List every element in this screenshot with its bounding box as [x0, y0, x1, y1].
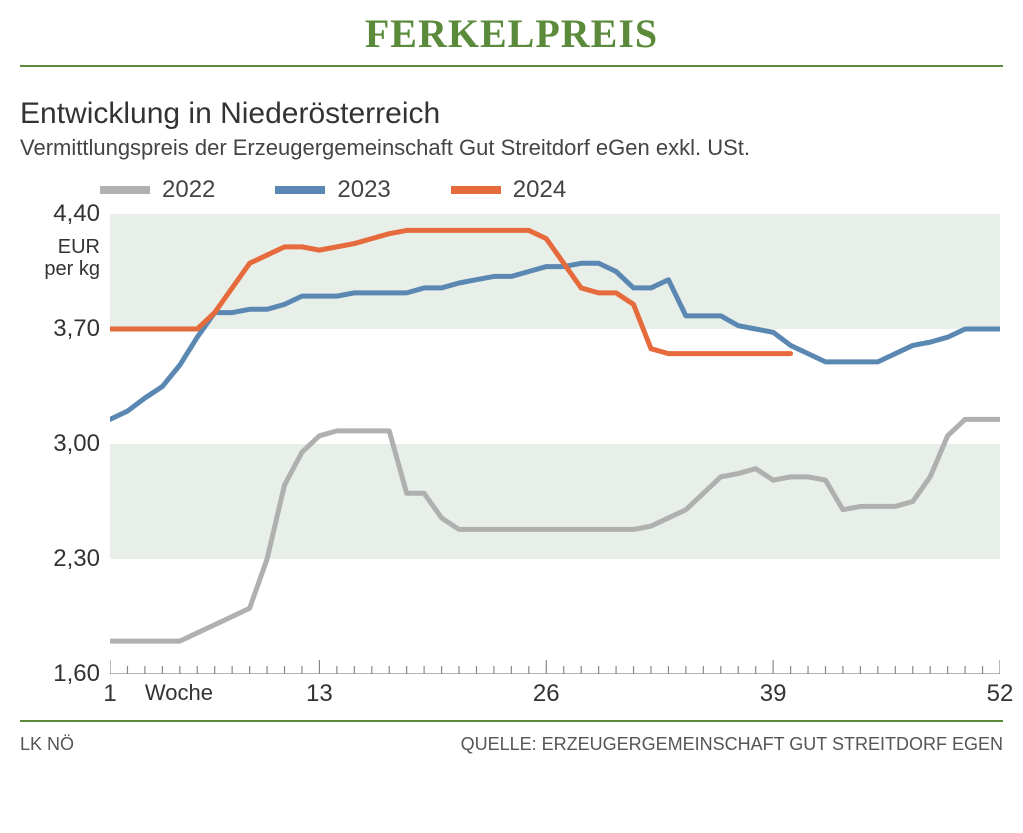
legend-swatch — [100, 186, 150, 194]
y-tick-label: 3,70 — [53, 315, 100, 343]
legend-item: 2024 — [451, 176, 566, 204]
plot-area — [110, 214, 1000, 674]
subtitle: Entwicklung in Niederösterreich — [20, 97, 1003, 131]
legend-swatch — [275, 186, 325, 194]
legend-label: 2024 — [513, 176, 566, 204]
legend-item: 2023 — [275, 176, 390, 204]
y-axis-unit: EURper kg — [44, 236, 100, 280]
legend-label: 2022 — [162, 176, 215, 204]
legend-label: 2023 — [337, 176, 390, 204]
footer-rule — [20, 720, 1003, 722]
x-tick-label: 52 — [987, 680, 1014, 708]
description: Vermittlungspreis der Erzeugergemeinscha… — [20, 135, 1003, 161]
chart: 1,602,303,003,704,40EURper kg 113263952W… — [20, 214, 1000, 714]
x-tick-label: 1 — [103, 680, 116, 708]
footer-left: LK NÖ — [20, 734, 74, 755]
y-tick-label: 2,30 — [53, 545, 100, 573]
footer: LK NÖ QUELLE: ERZEUGERGEMEINSCHAFT GUT S… — [20, 734, 1003, 755]
x-tick-label: 39 — [760, 680, 787, 708]
title-rule — [20, 65, 1003, 67]
y-tick-label: 3,00 — [53, 430, 100, 458]
legend-swatch — [451, 186, 501, 194]
main-title: FERKELPREIS — [20, 10, 1003, 57]
y-tick-label: 1,60 — [53, 660, 100, 688]
legend-item: 2022 — [100, 176, 215, 204]
y-tick-label: 4,40 — [53, 200, 100, 228]
x-axis: 113263952Woche — [110, 674, 1000, 714]
footer-right: QUELLE: ERZEUGERGEMEINSCHAFT GUT STREITD… — [461, 734, 1003, 755]
x-tick-label: 13 — [306, 680, 333, 708]
x-tick-label: 26 — [533, 680, 560, 708]
legend: 2022 2023 2024 — [100, 176, 1003, 204]
y-axis: 1,602,303,003,704,40EURper kg — [20, 214, 110, 714]
x-axis-unit: Woche — [145, 680, 213, 706]
